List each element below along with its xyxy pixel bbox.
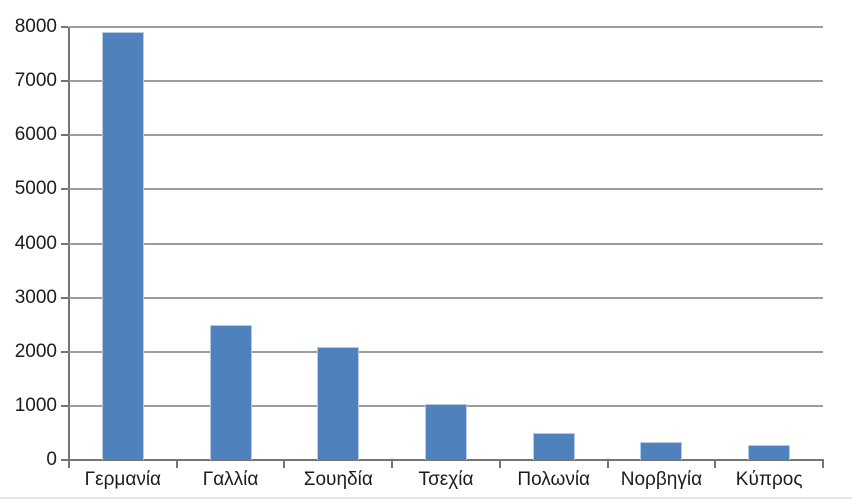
x-axis-tick	[822, 461, 824, 468]
x-axis-tick	[498, 461, 501, 468]
x-axis-labels: Γερμανία Γαλλία Σουηδία Τσεχία Πολωνία Νορβηγ…	[0, 467, 852, 497]
y-axis-labels: 0 1000 2000 3000 4000 5000 6000 7000 8000	[0, 0, 57, 504]
y-axis-label: 2000	[14, 340, 57, 362]
y-axis-tick	[61, 242, 68, 245]
gridline	[69, 242, 823, 245]
x-axis-label: Πολωνία	[517, 469, 591, 490]
y-axis-tick	[61, 26, 68, 28]
y-axis-tick	[61, 459, 68, 461]
y-axis-tick	[61, 188, 68, 191]
x-axis-tick	[606, 461, 609, 468]
bar	[101, 32, 144, 460]
y-axis-tick	[61, 404, 68, 407]
y-axis-label: 6000	[14, 124, 57, 146]
gridline	[69, 26, 823, 28]
y-axis-tick	[61, 296, 68, 299]
x-axis-line	[68, 459, 824, 461]
bar	[425, 403, 467, 460]
x-axis-label: Κύπρος	[735, 469, 803, 490]
bottom-border-line	[0, 497, 852, 499]
y-axis-tick	[61, 350, 68, 353]
x-axis-label: Νορβηγία	[620, 469, 703, 490]
x-axis-tick	[175, 461, 178, 468]
x-axis-label: Γερμανία	[84, 469, 162, 490]
bar	[532, 432, 575, 460]
bar	[317, 347, 360, 460]
x-axis-tick	[68, 461, 70, 468]
gridline	[69, 188, 823, 191]
y-axis-label: 8000	[14, 16, 57, 37]
y-axis-label: 7000	[14, 70, 57, 92]
y-axis-tick	[61, 134, 68, 137]
x-axis-tick	[283, 461, 286, 468]
bar	[748, 444, 791, 460]
y-axis-tick	[61, 80, 68, 83]
gridline	[69, 80, 823, 83]
y-axis-label: 4000	[14, 232, 57, 254]
bar	[640, 441, 683, 460]
gridline	[69, 134, 823, 137]
x-axis-label: Γαλλία	[202, 469, 259, 490]
bar	[209, 324, 252, 460]
gridline	[69, 350, 823, 353]
x-axis-tick	[391, 461, 394, 468]
x-axis-label: Τσεχία	[418, 469, 474, 490]
plot-area	[61, 26, 824, 468]
x-axis-tick	[714, 461, 717, 468]
y-axis-label: 0	[46, 449, 57, 470]
x-axis-label: Σουηδία	[303, 469, 373, 490]
gridline	[69, 296, 823, 299]
y-axis-label: 5000	[14, 178, 57, 200]
y-axis-label: 3000	[14, 286, 57, 308]
y-axis-label: 1000	[14, 394, 57, 416]
